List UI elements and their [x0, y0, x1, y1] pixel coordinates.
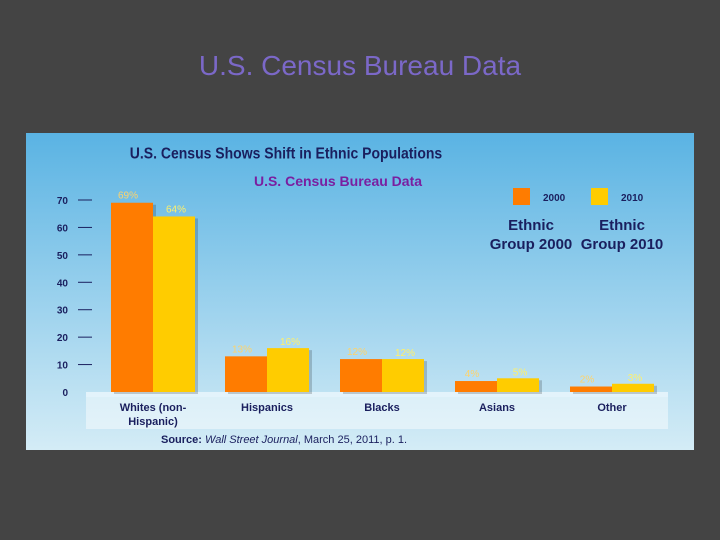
legend-caption-2010: Ethnic — [599, 217, 645, 234]
bar-2010-3 — [382, 359, 424, 392]
data-label-2000-5: 2% — [580, 375, 595, 386]
chart-subtitle: U.S. Census Bureau Data — [254, 173, 422, 189]
data-label-2000-3: 12% — [347, 347, 367, 358]
y-tick-label: 50 — [57, 251, 69, 262]
data-label-2000-4: 4% — [465, 369, 480, 380]
category-label: Asians — [479, 402, 515, 414]
data-label-2010-4: 5% — [513, 367, 528, 378]
category-label-strip — [86, 397, 668, 429]
legend-caption-2010: Group 2010 — [581, 236, 664, 253]
source-publication: Wall Street Journal — [205, 434, 298, 446]
source-suffix: , March 25, 2011, p. 1. — [298, 434, 407, 446]
bar-2000-3 — [340, 359, 382, 392]
bar-2010-4 — [497, 378, 539, 392]
chart-title: U.S. Census Shows Shift in Ethnic Popula… — [130, 146, 442, 163]
data-label-2010-3: 12% — [395, 348, 415, 359]
y-tick-label: 20 — [57, 333, 69, 344]
x-axis-base — [86, 392, 668, 397]
bar-2010-5 — [612, 383, 654, 392]
bar-2000-5 — [570, 386, 612, 392]
category-label: Hispanic) — [128, 416, 178, 428]
category-label: Other — [597, 402, 627, 414]
category-label: Hispanics — [241, 402, 293, 414]
category-label: Whites (non- — [120, 402, 187, 414]
bar-2000-2 — [225, 356, 267, 392]
chart-panel: U.S. Census Shows Shift in Ethnic Popula… — [26, 133, 694, 450]
bar-2010-2 — [267, 348, 309, 392]
bar-chart: U.S. Census Shows Shift in Ethnic Popula… — [26, 133, 694, 450]
data-label-2000-1: 69% — [118, 191, 138, 202]
slide-title: U.S. Census Bureau Data — [198, 50, 522, 81]
y-tick-label: 40 — [57, 278, 69, 289]
data-label-2000-2: 13% — [232, 344, 252, 355]
legend-caption-2000: Ethnic — [508, 217, 554, 234]
legend-label-2000: 2000 — [543, 193, 566, 204]
bar-2000-1 — [111, 202, 153, 392]
y-tick-label: 0 — [62, 388, 68, 399]
bar-2000-4 — [455, 381, 497, 392]
data-label-2010-1: 64% — [166, 204, 186, 215]
y-tick-label: 60 — [57, 223, 69, 234]
y-tick-label: 10 — [57, 361, 69, 372]
legend-swatch-2000 — [513, 188, 530, 205]
y-tick-label: 30 — [57, 306, 69, 317]
data-label-2010-2: 16% — [280, 337, 300, 348]
bar-2010-1 — [153, 216, 195, 392]
legend-caption-2000: Group 2000 — [490, 236, 573, 253]
legend-label-2010: 2010 — [621, 193, 644, 204]
data-label-2010-5: 3% — [628, 373, 643, 384]
legend-swatch-2010 — [591, 188, 608, 205]
source-note: Source: Wall Street Journal, March 25, 2… — [161, 434, 407, 446]
source-prefix: Source: — [161, 434, 205, 446]
category-label: Blacks — [364, 402, 399, 414]
y-tick-label: 70 — [57, 196, 69, 207]
